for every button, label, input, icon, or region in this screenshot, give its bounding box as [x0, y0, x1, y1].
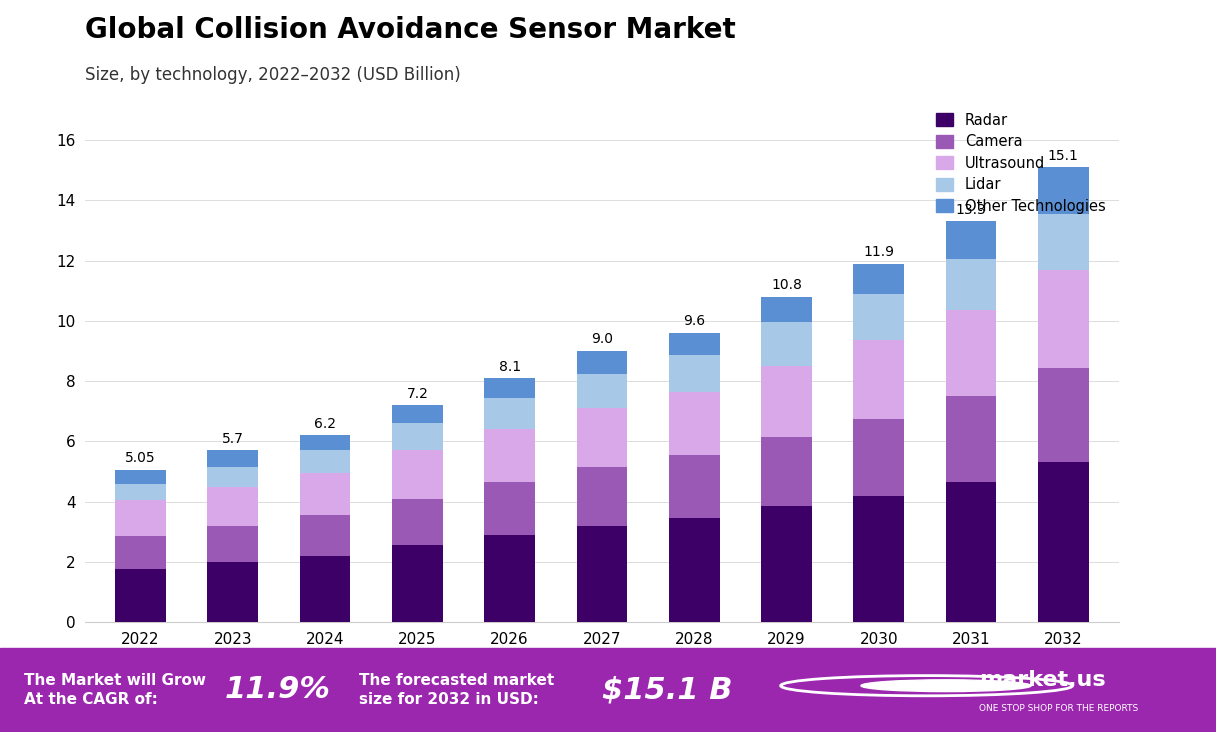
Bar: [1038, 367, 1088, 463]
Bar: [946, 221, 996, 259]
Text: ONE STOP SHOP FOR THE REPORTS: ONE STOP SHOP FOR THE REPORTS: [979, 704, 1138, 713]
Text: Global Collision Avoidance Sensor Market: Global Collision Avoidance Sensor Market: [85, 16, 736, 44]
Bar: [484, 429, 535, 482]
Text: 5.05: 5.05: [125, 452, 156, 466]
Bar: [299, 473, 350, 515]
Bar: [946, 310, 996, 396]
Bar: [116, 537, 165, 569]
Bar: [1038, 269, 1088, 367]
Bar: [299, 450, 350, 473]
Bar: [576, 408, 627, 467]
Bar: [576, 526, 627, 622]
Bar: [854, 340, 905, 419]
Text: 9.0: 9.0: [591, 332, 613, 346]
Bar: [576, 373, 627, 408]
Bar: [116, 470, 165, 484]
Text: The forecasted market
size for 2032 in USD:: The forecasted market size for 2032 in U…: [359, 673, 554, 707]
Bar: [669, 518, 720, 622]
Text: Size, by technology, 2022–2032 (USD Billion): Size, by technology, 2022–2032 (USD Bill…: [85, 66, 461, 84]
Bar: [761, 437, 812, 506]
FancyBboxPatch shape: [0, 648, 1216, 732]
Text: 8.1: 8.1: [499, 359, 520, 373]
Bar: [208, 487, 258, 526]
Bar: [208, 467, 258, 487]
Bar: [484, 482, 535, 535]
Text: 11.9%: 11.9%: [225, 676, 331, 704]
Text: 15.1: 15.1: [1048, 149, 1079, 163]
Bar: [484, 397, 535, 429]
Bar: [761, 506, 812, 622]
Bar: [208, 526, 258, 562]
Bar: [484, 378, 535, 397]
Bar: [761, 366, 812, 437]
Bar: [208, 562, 258, 622]
Bar: [1038, 214, 1088, 269]
Bar: [854, 294, 905, 340]
Bar: [116, 569, 165, 622]
Text: 13.3: 13.3: [956, 203, 986, 217]
Bar: [392, 406, 443, 423]
Bar: [1038, 463, 1088, 622]
Bar: [669, 392, 720, 455]
Bar: [854, 419, 905, 496]
Bar: [576, 351, 627, 373]
Bar: [946, 482, 996, 622]
Bar: [299, 515, 350, 556]
Bar: [669, 356, 720, 392]
Bar: [761, 296, 812, 322]
Legend: Radar, Camera, Ultrasound, Lidar, Other Technologies: Radar, Camera, Ultrasound, Lidar, Other …: [930, 107, 1111, 220]
Bar: [669, 455, 720, 518]
Text: $15.1 B: $15.1 B: [602, 676, 732, 704]
Bar: [1038, 167, 1088, 214]
Bar: [484, 535, 535, 622]
Text: 5.7: 5.7: [221, 432, 243, 446]
Text: 9.6: 9.6: [683, 314, 705, 329]
Bar: [669, 333, 720, 356]
Text: 6.2: 6.2: [314, 417, 336, 431]
Text: The Market will Grow
At the CAGR of:: The Market will Grow At the CAGR of:: [24, 673, 207, 707]
Bar: [392, 423, 443, 450]
Bar: [299, 436, 350, 450]
Text: 10.8: 10.8: [771, 278, 801, 292]
Bar: [946, 396, 996, 482]
Text: 7.2: 7.2: [406, 386, 428, 400]
Bar: [116, 500, 165, 537]
Bar: [392, 450, 443, 498]
Bar: [116, 484, 165, 500]
Bar: [299, 556, 350, 622]
Bar: [946, 259, 996, 310]
Bar: [761, 322, 812, 366]
Bar: [208, 450, 258, 467]
Bar: [392, 545, 443, 622]
Text: 11.9: 11.9: [863, 245, 894, 259]
Bar: [854, 264, 905, 294]
Bar: [854, 496, 905, 622]
Text: market.us: market.us: [979, 670, 1105, 690]
Circle shape: [861, 680, 1031, 692]
Bar: [392, 498, 443, 545]
Bar: [576, 467, 627, 526]
